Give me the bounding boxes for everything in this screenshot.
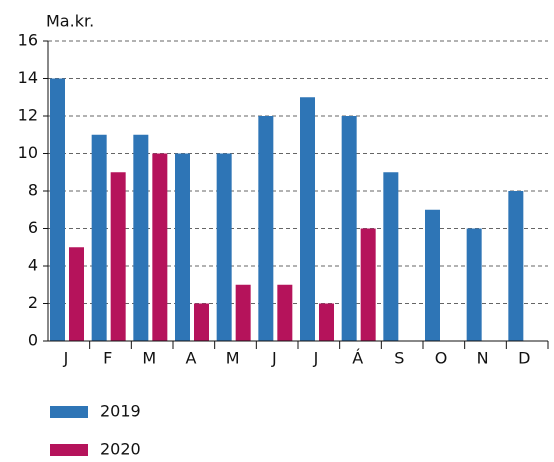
x-tick-label: D [518, 349, 530, 368]
bar [258, 116, 274, 341]
bar [360, 228, 376, 341]
x-tick-label: J [271, 349, 277, 368]
bar [110, 172, 126, 341]
x-tick-label: Á [352, 349, 363, 368]
legend-swatch [50, 406, 88, 418]
y-tick-label: 12 [18, 106, 38, 125]
bar [319, 303, 334, 341]
x-tick-label: N [477, 349, 489, 368]
y-tick-label: 16 [18, 31, 38, 50]
bar [425, 209, 440, 341]
x-tick-label: F [103, 349, 112, 368]
bar [175, 153, 190, 341]
y-tick-label: 2 [28, 293, 38, 312]
bar [466, 228, 482, 341]
y-tick-label: 4 [28, 256, 38, 275]
bar [300, 97, 315, 341]
bar [235, 284, 251, 341]
x-tick-label: M [142, 349, 156, 368]
legend-label: 2019 [100, 402, 141, 421]
legend-label: 2020 [100, 440, 141, 459]
x-tick-label: M [226, 349, 240, 368]
x-tick-label: A [186, 349, 197, 368]
y-tick-label: 6 [28, 218, 38, 237]
bar [277, 284, 293, 341]
bar [216, 153, 232, 341]
x-tick-label: J [313, 349, 319, 368]
y-axis-label: Ma.kr. [46, 12, 94, 31]
bar [194, 303, 209, 341]
bar [50, 78, 65, 341]
bar [152, 153, 168, 341]
bar [133, 134, 149, 341]
legend-swatch [50, 444, 88, 456]
y-tick-label: 14 [18, 68, 38, 87]
bar [69, 247, 84, 341]
bar [341, 116, 357, 341]
y-tick-label: 0 [28, 331, 38, 350]
y-tick-label: 8 [28, 181, 38, 200]
bar [91, 134, 107, 341]
x-tick-label: O [435, 349, 448, 368]
x-tick-label: J [63, 349, 69, 368]
bar [383, 172, 399, 341]
y-tick-label: 10 [18, 143, 38, 162]
x-tick-label: S [394, 349, 404, 368]
bar [508, 191, 524, 341]
